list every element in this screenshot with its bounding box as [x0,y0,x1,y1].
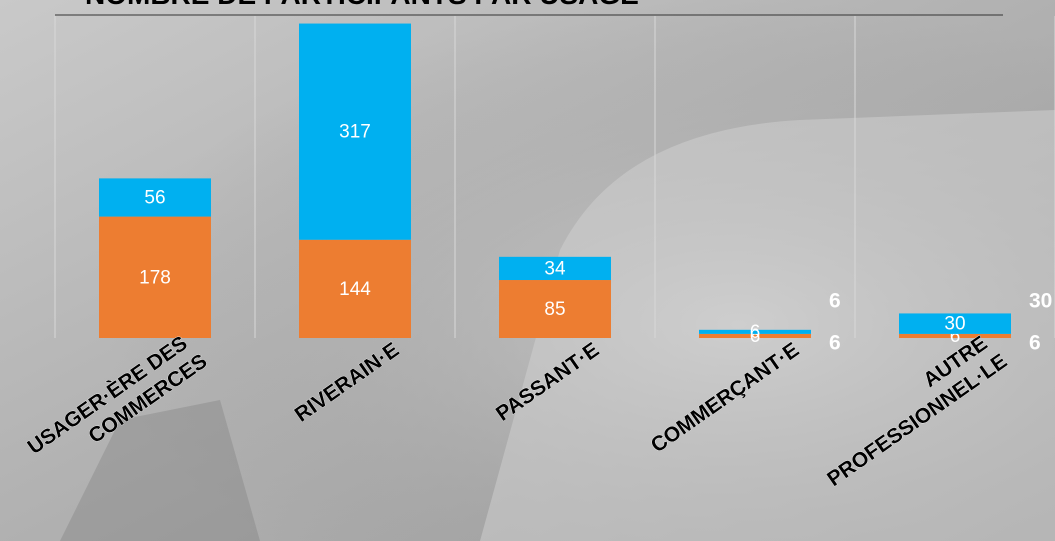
data-label: 144 [339,279,371,300]
data-label: 30 [944,314,965,335]
data-label-outside: 6 [829,332,841,355]
data-label: 34 [544,258,566,279]
data-label: 56 [144,188,165,209]
data-label: 178 [139,267,171,288]
data-label: 6 [750,322,761,343]
chart-title: NOMBRE DE PARTICIPANTS PAR USAGE [85,0,639,10]
chart: NOMBRE DE PARTICIPANTS PAR USAGE 178 56 14… [0,0,1055,541]
data-label-outside: 30 [1029,290,1052,313]
data-label: 317 [339,122,371,143]
data-label-outside: 6 [829,290,841,313]
data-label: 85 [544,299,565,320]
data-label-outside: 6 [1029,332,1041,355]
